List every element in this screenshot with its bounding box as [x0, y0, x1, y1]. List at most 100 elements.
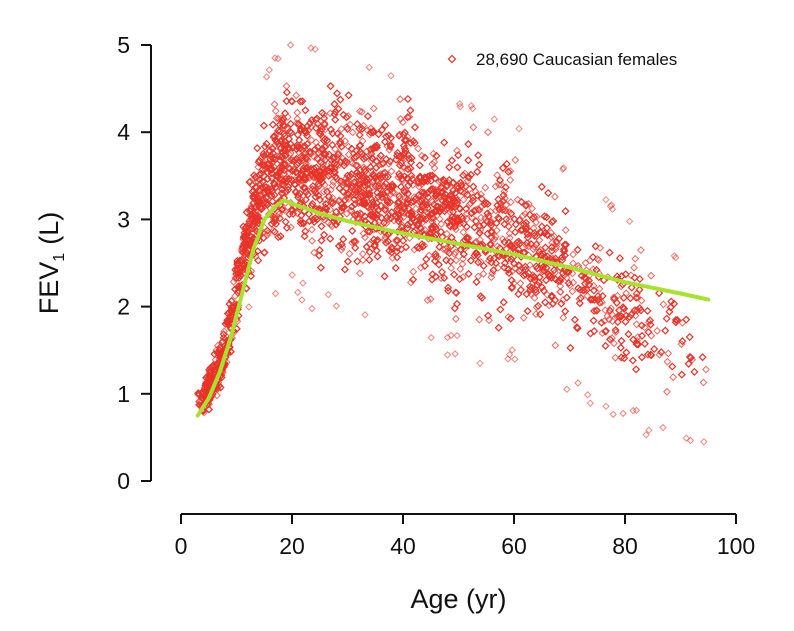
scatter-point — [326, 82, 335, 91]
scatter-point — [631, 254, 640, 263]
scatter-point — [474, 151, 483, 160]
scatter-point — [308, 236, 317, 245]
scatter-point — [317, 222, 326, 231]
scatter-point — [422, 255, 431, 264]
scatter-point — [326, 234, 335, 243]
scatter-point — [698, 353, 707, 362]
scatter-point — [624, 330, 633, 339]
scatter-point — [281, 217, 290, 226]
scatter-point — [663, 387, 671, 396]
scatter-point — [381, 137, 389, 146]
scatter-point — [355, 131, 364, 139]
scatter-point — [317, 222, 326, 231]
scatter-point — [344, 91, 353, 100]
scatter-point — [365, 255, 374, 264]
scatter-point — [474, 151, 483, 160]
scatter-point — [253, 144, 262, 153]
scatter-point — [302, 159, 311, 168]
scatter-point — [653, 326, 662, 335]
scatter-point — [561, 207, 570, 216]
scatter-point — [601, 341, 610, 350]
scatter-point — [562, 293, 571, 302]
scatter-point — [259, 121, 268, 130]
scatter-point — [282, 88, 291, 97]
scatter-point — [640, 339, 649, 348]
scatter-point — [668, 362, 677, 371]
scatter-point — [496, 305, 505, 314]
scatter-point — [594, 256, 603, 265]
scatter-point — [271, 107, 280, 115]
scatter-point — [274, 114, 283, 123]
scatter-point — [518, 211, 527, 220]
scatter-point — [330, 100, 339, 109]
scatter-point — [496, 305, 505, 314]
scatter-point — [551, 341, 560, 350]
scatter-point — [630, 263, 639, 272]
scatter-point — [450, 304, 459, 313]
scatter-point — [615, 254, 624, 263]
scatter-point — [481, 214, 490, 223]
scatter-point — [556, 287, 565, 296]
scatter-point — [428, 160, 437, 168]
scatter-point — [637, 353, 646, 362]
scatter-point — [343, 257, 352, 266]
scatter-point — [494, 323, 503, 332]
scatter-point — [359, 256, 367, 265]
scatter-point — [688, 355, 697, 364]
scatter-point — [569, 250, 578, 259]
scatter-point — [492, 226, 501, 235]
scatter-point — [316, 263, 325, 272]
scatter-point — [499, 298, 508, 307]
scatter-point — [632, 365, 641, 374]
scatter-point — [326, 234, 335, 243]
scatter-point — [348, 128, 357, 137]
scatter-point — [640, 323, 649, 332]
scatter-point — [615, 254, 624, 263]
scatter-point — [415, 182, 424, 191]
scatter-point — [664, 349, 673, 358]
scatter-point — [487, 273, 496, 282]
scatter-point — [566, 343, 575, 352]
scatter-point — [253, 144, 262, 153]
scatter-point — [484, 128, 492, 137]
scatter-point — [301, 106, 310, 115]
scatter-point — [650, 345, 659, 353]
scatter-point — [699, 378, 708, 387]
scatter-point — [581, 259, 590, 267]
scatter-point — [340, 265, 349, 274]
scatter-point — [595, 284, 604, 293]
scatter-point — [268, 120, 277, 129]
scatter-point — [277, 114, 285, 123]
scatter-point — [326, 82, 335, 91]
scatter-point — [561, 307, 570, 316]
scatter-point — [506, 198, 515, 207]
scatter-point — [561, 226, 570, 235]
scatter-point — [333, 89, 342, 98]
scatter-point — [570, 315, 579, 324]
scatter-point — [402, 187, 411, 196]
scatter-point — [465, 200, 474, 209]
scatter-point — [633, 333, 642, 342]
scatter-point — [448, 156, 456, 165]
scatter-point — [605, 248, 614, 257]
scatter-point — [532, 310, 540, 319]
scatter-point — [320, 181, 329, 189]
scatter-point — [408, 181, 417, 189]
scatter-point — [423, 296, 432, 305]
scatter-point — [380, 272, 389, 281]
scatter-point — [398, 118, 407, 127]
scatter-point — [453, 299, 461, 308]
scatter-point — [406, 106, 415, 115]
scatter-point — [473, 167, 482, 176]
scatter-point — [528, 204, 537, 213]
scatter-point — [348, 226, 357, 235]
scatter-point — [615, 254, 624, 263]
scatter-point — [450, 270, 459, 279]
scatter-point — [406, 106, 415, 115]
scatter-point — [231, 274, 240, 283]
scatter-point — [611, 353, 620, 362]
scatter-point — [506, 167, 515, 176]
scatter-point — [363, 112, 372, 121]
